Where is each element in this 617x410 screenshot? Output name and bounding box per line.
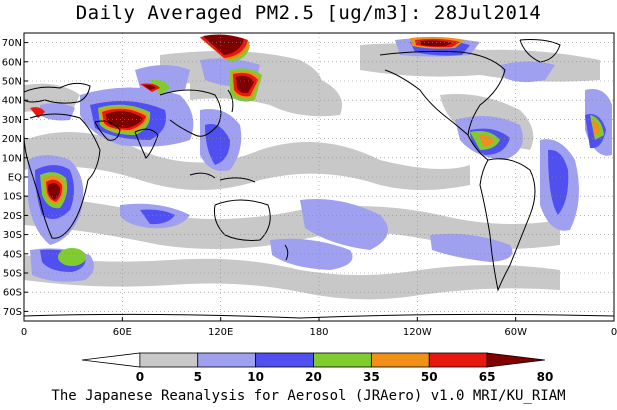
- lat-tick-label: 50N: [2, 77, 22, 88]
- footer-credit: The Japanese Reanalysis for Aerosol (JRA…: [51, 388, 566, 404]
- latitude-labels: 70N 60N 50N 40N 30N 20N 10N EQ 10S 20S 30S 40S 50S 60…: [2, 38, 28, 318]
- colorbar-swatch: [486, 352, 546, 368]
- lat-tick-label: 70N: [2, 38, 22, 49]
- colorbar-swatch: [81, 352, 141, 368]
- colorbar-swatch: [428, 352, 488, 368]
- map-plot-area: [24, 33, 614, 321]
- colorbar-level-label: 5: [194, 370, 202, 384]
- gridlines: [24, 33, 614, 321]
- lat-tick-label: 10N: [2, 153, 22, 164]
- colorbar-level-label: 20: [305, 370, 322, 384]
- colorbar-swatch: [370, 352, 430, 368]
- colorbar-level-label: 50: [421, 370, 438, 384]
- lon-tick-label: 120W: [403, 327, 432, 338]
- colorbar-level-label: 65: [479, 370, 496, 384]
- lon-tick-label: 0: [611, 327, 617, 338]
- lat-tick-label: 60N: [2, 57, 22, 68]
- colorbar-swatch: [139, 352, 199, 368]
- lon-tick-label: 0: [21, 327, 27, 338]
- lon-tick-label: 180: [309, 327, 328, 338]
- lon-tick-label: 60E: [113, 327, 132, 338]
- lon-tick-label: 60W: [504, 327, 527, 338]
- lon-tick-label: 120E: [208, 327, 233, 338]
- colorbar-swatch: [255, 352, 314, 368]
- colorbar-level-label: 0: [136, 370, 144, 384]
- colorbar-level-label: 80: [537, 370, 554, 384]
- colorbar-swatch: [313, 352, 372, 368]
- colorbar-level-label: 35: [363, 370, 380, 384]
- lat-tick-label: 10S: [3, 192, 22, 203]
- lat-tick-label: 70S: [3, 307, 22, 318]
- colorbar-level-label: 10: [247, 370, 264, 384]
- lat-tick-label: 60S: [3, 288, 22, 299]
- lat-tick-label: 40S: [3, 249, 22, 260]
- longitude-labels: 0 60E 120E 180 120W 60W 0: [21, 317, 617, 338]
- lat-tick-label: EQ: [8, 173, 22, 184]
- lat-tick-label: 30S: [3, 230, 22, 241]
- lat-tick-label: 50S: [3, 269, 22, 280]
- lat-tick-label: 20S: [3, 211, 22, 222]
- coastlines: [24, 39, 614, 319]
- colorbar-swatch: [197, 352, 257, 368]
- lat-tick-label: 20N: [2, 134, 22, 145]
- colorbar: 0 5 10 20 35 50 65 80: [81, 352, 554, 384]
- lat-tick-label: 30N: [2, 115, 22, 126]
- lat-tick-label: 40N: [2, 96, 22, 107]
- map-title: Daily Averaged PM2.5 [ug/m3]: 28Jul2014: [75, 2, 542, 24]
